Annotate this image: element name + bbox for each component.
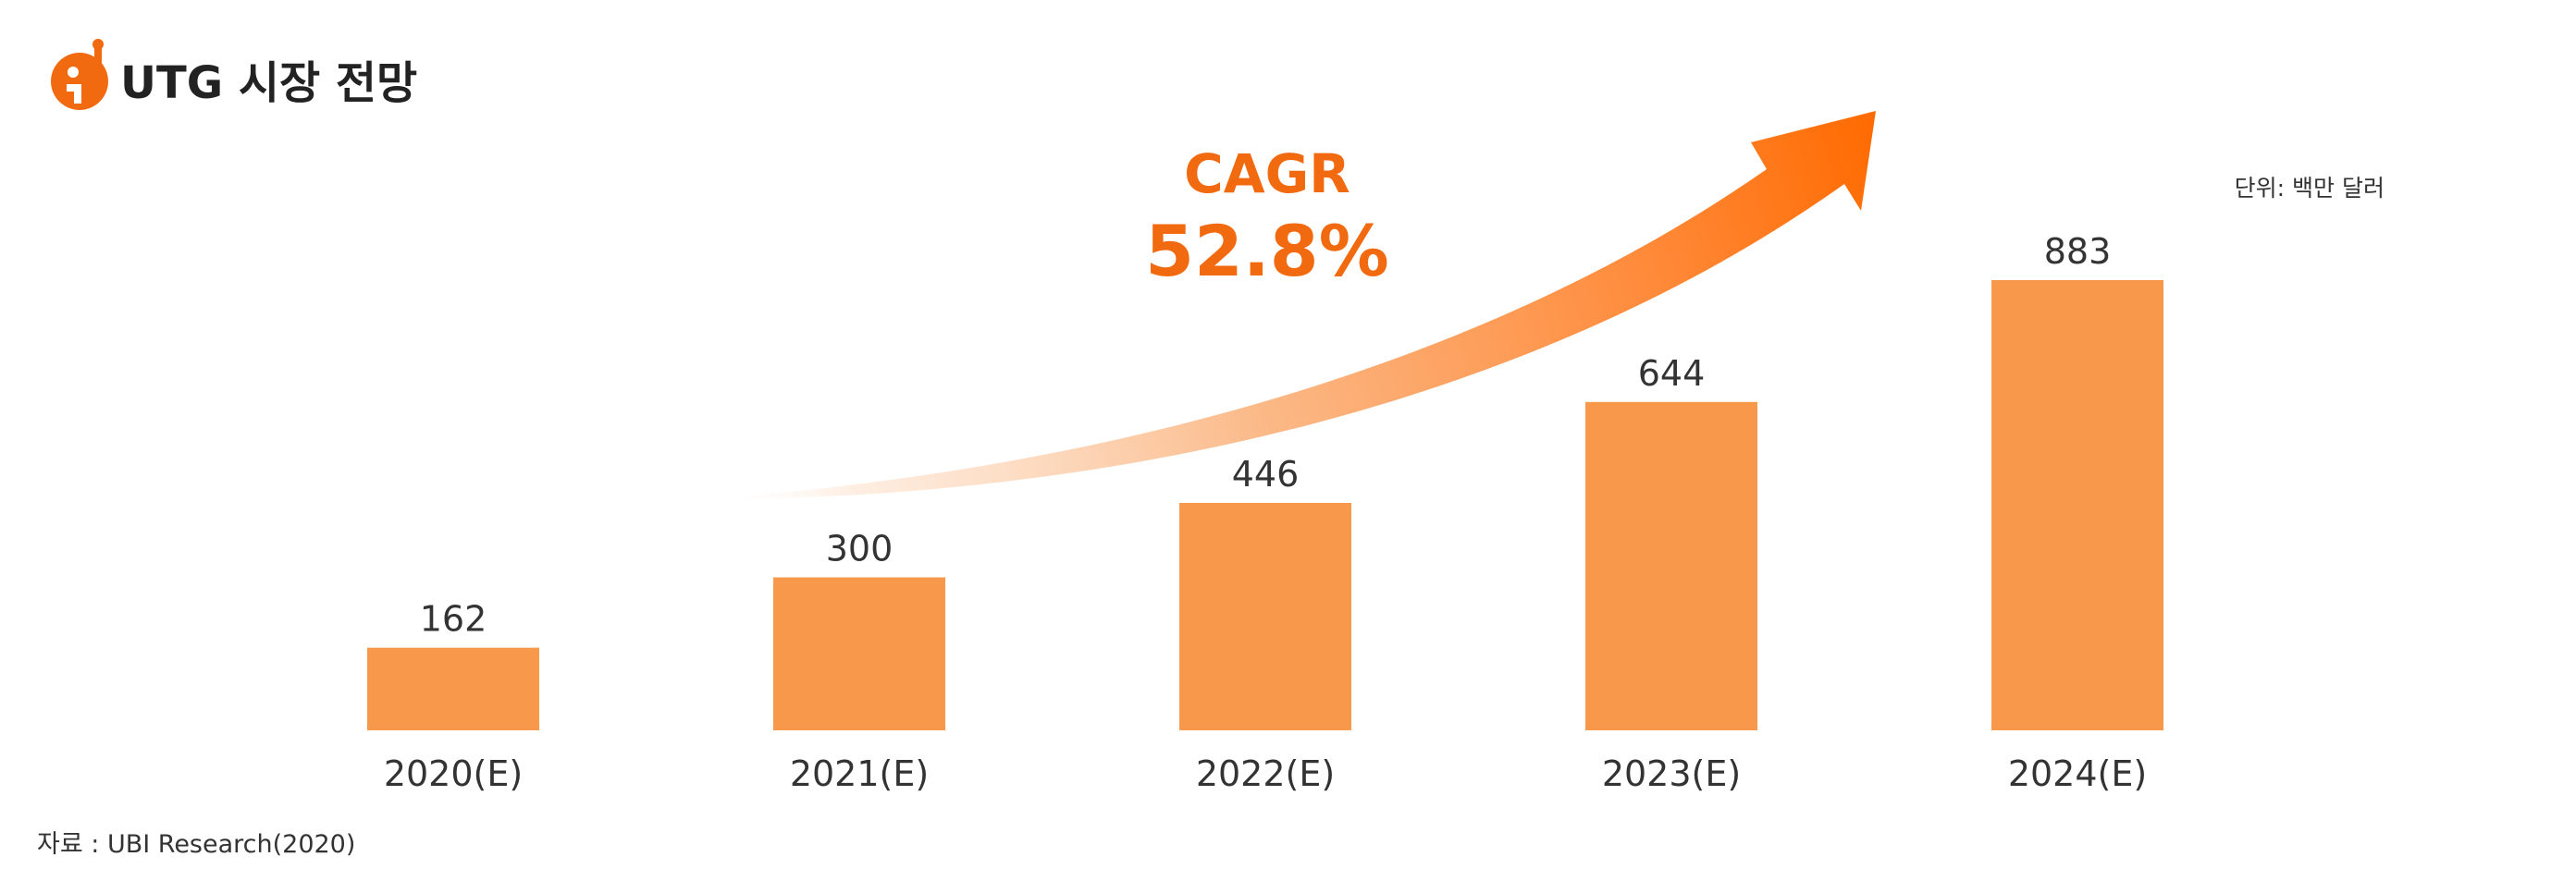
x-tick-label-2024(E): 2024(E)	[2008, 753, 2147, 794]
bar-2021(E)	[773, 577, 945, 730]
bar-2020(E)	[367, 647, 539, 730]
bar-series: 162 2020(E) 300 2021(E) 446 2022(E) 644 2023(E)…	[367, 231, 2163, 794]
data-label-2023(E): 644	[1638, 353, 1706, 394]
source-note: 자료 : UBI Research(2020)	[37, 830, 355, 859]
bar-2022(E)	[1179, 503, 1351, 730]
x-tick-label-2022(E): 2022(E)	[1196, 753, 1335, 794]
data-label-2022(E): 446	[1232, 454, 1300, 495]
cagr-annotation: CAGR 52.8%	[1145, 142, 1389, 292]
orange-i-info-icon	[51, 39, 108, 110]
unit-note: 단위: 백만 달러	[2235, 175, 2385, 202]
bar-2024(E)	[1991, 280, 2163, 730]
data-label-2020(E): 162	[420, 599, 487, 640]
cagr-label: CAGR	[1184, 142, 1350, 205]
cagr-value: 52.8%	[1145, 210, 1389, 292]
x-tick-label-2021(E): 2021(E)	[790, 753, 929, 794]
bar-2023(E)	[1585, 401, 1757, 730]
growth-arrow	[703, 111, 1876, 499]
data-label-2021(E): 300	[826, 529, 894, 569]
x-tick-label-2020(E): 2020(E)	[384, 753, 523, 794]
data-label-2024(E): 883	[2044, 231, 2112, 272]
x-tick-label-2023(E): 2023(E)	[1602, 753, 1741, 794]
header: UTG 시장 전망	[51, 39, 417, 110]
page-title: UTG 시장 전망	[120, 57, 417, 109]
